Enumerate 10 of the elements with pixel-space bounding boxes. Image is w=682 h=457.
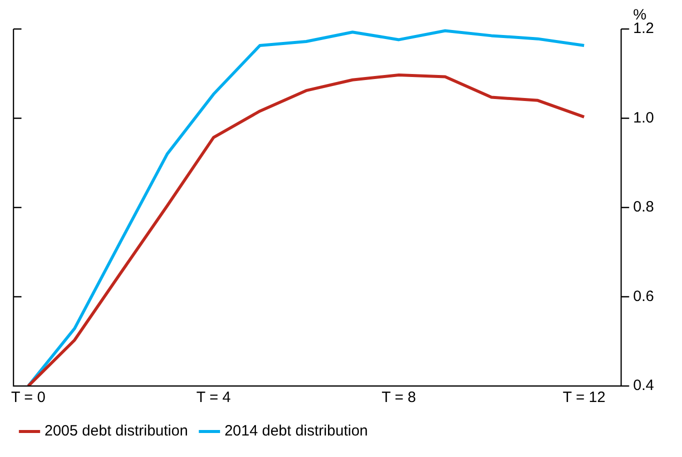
y-tick-label: 0.8 [633, 198, 654, 216]
x-tick-label: T = 8 [382, 389, 416, 406]
y-tick-label: 0.4 [633, 377, 654, 394]
y-tick-label: 0.6 [633, 288, 654, 305]
legend-label: 2005 debt distribution [44, 422, 188, 440]
x-tick-label: T = 0 [11, 389, 46, 406]
x-tick-label: T = 12 [562, 389, 606, 406]
legend-label: 2014 debt distribution [224, 422, 368, 440]
x-tick-label: T = 4 [196, 389, 231, 406]
y-tick-label: 1.0 [633, 109, 654, 126]
